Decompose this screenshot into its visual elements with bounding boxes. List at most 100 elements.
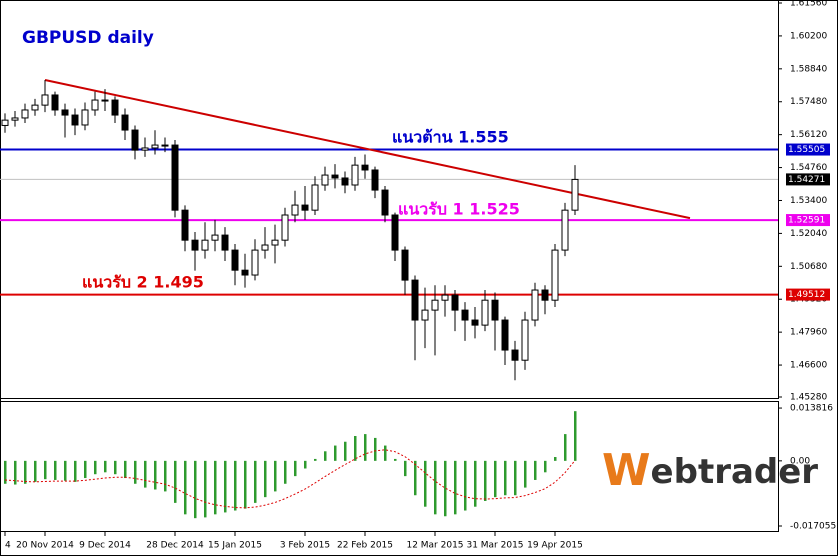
y-tick-label: 1.53400 bbox=[790, 196, 827, 206]
candle-body bbox=[461, 309, 469, 321]
macd-bar bbox=[504, 460, 507, 496]
candle-body bbox=[521, 319, 529, 361]
x-tick-label: 28 Dec 2014 bbox=[146, 541, 204, 551]
x-tick-label: 20 Nov 2014 bbox=[16, 541, 74, 551]
candle-body bbox=[391, 214, 399, 251]
candle-body bbox=[551, 249, 559, 301]
macd-bar bbox=[114, 460, 117, 475]
candle-body bbox=[271, 239, 279, 246]
candle-body bbox=[211, 234, 219, 241]
macd-bar bbox=[554, 457, 557, 461]
candle-body bbox=[561, 209, 569, 251]
current-price-label: 1.54271 bbox=[788, 175, 825, 185]
macd-bar bbox=[244, 460, 247, 509]
macd-bar bbox=[124, 460, 127, 479]
candle-body bbox=[331, 174, 339, 179]
candle-body bbox=[51, 94, 59, 111]
y-tick-label: 1.54760 bbox=[790, 163, 827, 173]
y-tick-label: 1.58840 bbox=[790, 64, 827, 74]
macd-bar bbox=[74, 460, 77, 482]
macd-bar bbox=[544, 460, 547, 473]
candle-body bbox=[11, 117, 19, 121]
macd-bar bbox=[14, 460, 17, 485]
macd-bar bbox=[524, 460, 527, 488]
candle-body bbox=[381, 189, 389, 216]
candle-body bbox=[281, 214, 289, 241]
macd-bar bbox=[364, 434, 367, 461]
x-tick-label: 9 Dec 2014 bbox=[79, 541, 131, 551]
indicator-tick-label: 0.013816 bbox=[790, 404, 833, 414]
indicator-tick-label: 0.00 bbox=[790, 456, 810, 466]
candle-body bbox=[131, 129, 139, 151]
macd-bar bbox=[44, 460, 47, 480]
trend-line bbox=[44, 78, 691, 220]
candle-body bbox=[171, 144, 179, 211]
macd-bar bbox=[384, 445, 387, 461]
level-label: 1.49512 bbox=[788, 290, 825, 300]
macd-bar bbox=[174, 460, 177, 503]
macd-bar bbox=[134, 460, 137, 484]
macd-bar bbox=[464, 460, 467, 511]
macd-bar bbox=[84, 460, 87, 479]
macd-bar bbox=[574, 411, 577, 461]
candle-body bbox=[371, 169, 379, 191]
candle-body bbox=[1, 119, 9, 126]
x-tick-label: 3 Feb 2015 bbox=[280, 541, 330, 551]
macd-bar bbox=[204, 460, 207, 518]
indicator-tick-label: -0.017055 bbox=[790, 522, 836, 532]
macd-bar bbox=[474, 460, 477, 507]
macd-bar bbox=[234, 460, 237, 511]
candle-body bbox=[31, 104, 39, 111]
macd-bar bbox=[304, 460, 307, 469]
level-label: 1.52591 bbox=[788, 216, 825, 226]
candle-body bbox=[231, 249, 239, 271]
macd-bar bbox=[24, 460, 27, 484]
candle-body bbox=[81, 109, 89, 126]
y-tick-label: 1.50680 bbox=[790, 262, 827, 272]
candle-body bbox=[301, 204, 309, 211]
y-tick-label: 1.60200 bbox=[790, 31, 827, 41]
candle-body bbox=[511, 349, 519, 361]
candle-body bbox=[311, 184, 319, 211]
macd-bar bbox=[424, 460, 427, 507]
candle-body bbox=[321, 174, 329, 186]
macd-bar bbox=[444, 460, 447, 517]
y-tick-label: 1.47960 bbox=[790, 328, 827, 338]
candle-body bbox=[241, 269, 249, 276]
macd-bar bbox=[534, 460, 537, 480]
candle-body bbox=[261, 244, 269, 251]
current-price-box bbox=[786, 173, 830, 186]
macd-bar bbox=[144, 460, 147, 488]
candle-body bbox=[161, 144, 169, 147]
candle-body bbox=[481, 299, 489, 326]
macd-bar bbox=[164, 460, 167, 492]
macd-bar bbox=[564, 434, 567, 461]
candle-body bbox=[21, 109, 29, 119]
macd-bar bbox=[514, 460, 517, 496]
candle-body bbox=[451, 294, 459, 311]
macd-bar bbox=[434, 460, 437, 515]
x-tick-label: 15 Jan 2015 bbox=[208, 541, 262, 551]
y-tick-label: 1.46600 bbox=[790, 361, 827, 371]
candle-body bbox=[121, 114, 129, 131]
macd-bar bbox=[414, 460, 417, 496]
macd-bar bbox=[374, 437, 377, 461]
logo-initial: W bbox=[602, 445, 651, 496]
level-label-box bbox=[786, 143, 830, 156]
y-tick-label: 1.56120 bbox=[790, 130, 827, 140]
x-tick-label: 19 Apr 2015 bbox=[527, 541, 583, 551]
logo-rest: ebtrader bbox=[651, 452, 819, 492]
candle-body bbox=[471, 319, 479, 326]
candle-body bbox=[201, 239, 209, 251]
macd-bar bbox=[274, 460, 277, 492]
macd-bar bbox=[334, 445, 337, 461]
level-label-box bbox=[786, 214, 830, 227]
candle-body bbox=[151, 144, 159, 149]
candle-body bbox=[141, 147, 149, 151]
macd-bar bbox=[224, 460, 227, 513]
macd-bar bbox=[214, 460, 217, 515]
candle-body bbox=[531, 289, 539, 321]
annotation: แนวรับ 2 1.495 bbox=[82, 273, 204, 292]
